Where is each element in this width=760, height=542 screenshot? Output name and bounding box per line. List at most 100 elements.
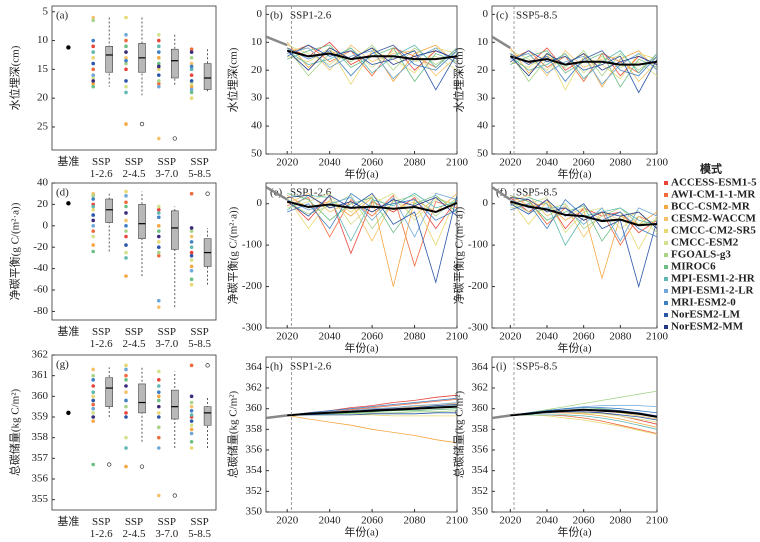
data-point — [189, 56, 194, 60]
data-point — [91, 73, 95, 77]
data-point — [189, 47, 194, 51]
data-point — [157, 305, 161, 309]
y-tick-label: 355 — [32, 493, 49, 505]
y-tick-label: 40 — [477, 120, 489, 132]
x-category-label: SSP 3-7.0 — [155, 156, 178, 180]
data-point — [189, 363, 194, 368]
legend-label: BCC-CSM2-MR — [671, 201, 751, 213]
y-tick-label: 354 — [246, 464, 263, 476]
y-tick-label: 354 — [472, 464, 489, 476]
data-point — [124, 211, 128, 215]
y-axis-label: 净碳平衡(g C/(m²·a)) — [8, 202, 22, 300]
data-point — [124, 38, 128, 43]
data-point — [189, 245, 194, 250]
legend-swatch — [664, 301, 668, 305]
legend-label: CMCC-CM2-SR5 — [671, 225, 756, 237]
panel-label: (c) — [496, 10, 509, 22]
x-tick-label: 2100 — [446, 331, 469, 343]
panel: -80 -60 -40 -20 0 20 40 净碳平衡(g C/(m²·a)) (d) 基准 SS… — [8, 177, 217, 350]
legend-label: NorESM2-LM — [671, 309, 741, 321]
data-point — [91, 398, 95, 403]
data-point — [91, 18, 95, 23]
data-point — [189, 90, 194, 95]
y-tick-label: 352 — [246, 485, 263, 497]
legend-title: 模式 — [700, 162, 722, 176]
legend-swatch — [664, 205, 668, 209]
data-point — [157, 404, 161, 409]
data-point — [124, 58, 128, 63]
y-tick-label: 5 — [43, 5, 49, 17]
data-point — [157, 73, 161, 77]
data-point — [189, 394, 194, 399]
data-point — [124, 33, 128, 37]
series-line — [492, 414, 511, 420]
y-tick-label: 50 — [251, 148, 263, 160]
legend-label: MIROC6 — [671, 261, 716, 273]
data-point — [157, 229, 161, 233]
y-tick-label: 30 — [477, 92, 489, 104]
data-point — [91, 218, 95, 223]
panel-title: SSP1-2.6 — [290, 10, 332, 22]
legend-label: MPI-ESM1-2-HR — [671, 273, 756, 285]
data-point — [189, 253, 194, 258]
data-point — [124, 415, 128, 419]
y-tick-label: 358 — [472, 423, 489, 435]
y-tick-label: 50 — [477, 148, 489, 160]
box-outlier — [139, 464, 145, 469]
legend-swatch — [664, 181, 668, 185]
y-tick-label: 0 — [483, 197, 489, 209]
box-outlier — [172, 493, 177, 498]
panel: 0 10 20 30 40 50 水位埋深(cm) (c) SSP5-8.5 2020 2040 20… — [452, 5, 669, 181]
box-body — [105, 46, 113, 73]
series-line — [286, 200, 457, 214]
plot-frame — [265, 356, 458, 513]
data-point — [157, 38, 161, 43]
legend-swatch — [664, 325, 668, 329]
series-line — [510, 197, 657, 234]
x-category-label: SSP 2-4.5 — [123, 516, 146, 540]
data-point — [157, 398, 161, 403]
y-tick-label: 40 — [251, 120, 263, 132]
data-point — [124, 384, 128, 388]
data-point — [157, 493, 161, 498]
data-point — [189, 50, 194, 54]
data-point — [157, 234, 161, 239]
data-point — [91, 81, 95, 86]
x-tick-label: 2040 — [319, 157, 342, 169]
data-point — [124, 194, 128, 198]
y-tick-label: -40 — [33, 262, 48, 274]
legend-label: ACCESS-ESM1-5 — [671, 177, 757, 189]
data-point — [157, 435, 161, 440]
y-tick-label: 359 — [32, 411, 49, 423]
x-category-label: SSP 3-7.0 — [155, 516, 178, 540]
data-point — [157, 250, 161, 255]
box-outlier — [205, 363, 210, 368]
box-outlier — [139, 121, 145, 127]
legend-swatch — [664, 229, 668, 233]
series-line — [287, 405, 457, 417]
x-category-label: SSP 5-8.5 — [188, 156, 211, 180]
y-tick-label: 10 — [251, 36, 263, 48]
y-tick-label: 362 — [246, 382, 263, 394]
legend-label: CESM2-WACCM — [671, 213, 757, 225]
legend: 模式ACCESS-ESM1-5AWI-CM-1-1-MRBCC-CSM2-MRC… — [664, 162, 757, 333]
data-point — [157, 67, 161, 72]
series-line — [286, 194, 457, 247]
data-point — [157, 240, 161, 244]
y-axis-label: 净碳平衡(g C/(m²·a)) — [452, 206, 466, 304]
series-line — [287, 397, 457, 416]
series-line — [286, 192, 457, 284]
y-tick-label: 356 — [32, 473, 49, 485]
box-body — [171, 210, 179, 250]
data-point — [91, 56, 95, 60]
x-tick-label: 2100 — [646, 157, 669, 169]
panel: 350 352 354 356 358 360 362 364 总碳储量(kg C/m²) (i)… — [452, 356, 669, 539]
y-tick-label: 358 — [246, 423, 263, 435]
data-point — [91, 44, 95, 49]
series-line — [287, 415, 457, 444]
x-tick-label: 2060 — [361, 331, 384, 343]
data-point — [124, 256, 128, 260]
x-tick-label: 2020 — [276, 515, 299, 527]
data-point — [124, 84, 128, 89]
y-tick-label: 356 — [246, 444, 263, 456]
